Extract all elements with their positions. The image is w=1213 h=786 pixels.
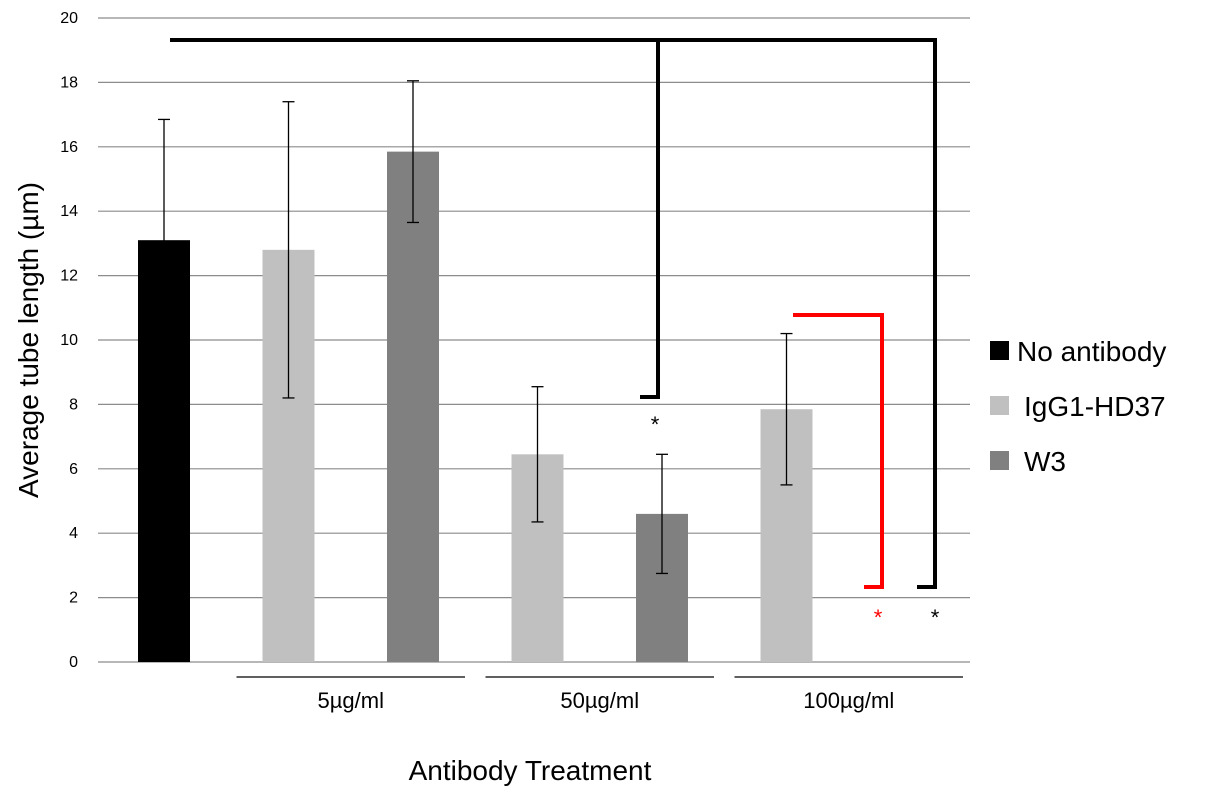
group-label: 50µg/ml: [560, 688, 639, 713]
legend-label: IgG1-HD37: [1024, 391, 1166, 422]
significance-brackets: * * *: [170, 38, 940, 630]
y-tick-label: 2: [69, 590, 78, 607]
y-tick-label: 12: [60, 268, 78, 285]
y-tick-label: 8: [69, 396, 78, 413]
y-tick-label: 20: [60, 10, 78, 27]
x-axis-title: Antibody Treatment: [409, 755, 652, 786]
group-label: 100µg/ml: [803, 688, 894, 713]
legend-label: W3: [1024, 446, 1066, 477]
bars: [138, 151, 813, 662]
group-label: 5µg/ml: [318, 688, 384, 713]
y-axis-tick-labels: 0 2 4 6 8 10 12 14 16 18 20: [60, 10, 78, 671]
significance-star: *: [874, 605, 883, 630]
legend-label: No antibody: [1017, 336, 1166, 367]
error-bars: [158, 80, 793, 575]
legend-swatch: [990, 451, 1009, 470]
y-tick-label: 6: [69, 461, 78, 478]
legend: No antibody IgG1-HD37 W3: [990, 336, 1166, 477]
y-tick-label: 0: [69, 654, 78, 671]
significance-bracket: [793, 313, 884, 589]
y-tick-label: 4: [69, 525, 78, 542]
group-labels: 5µg/ml 50µg/ml 100µg/ml: [236, 676, 963, 713]
gridlines: [98, 17, 970, 663]
legend-swatch: [990, 341, 1009, 360]
significance-bracket: [170, 38, 937, 589]
y-axis-title: Average tube length (µm): [13, 182, 44, 498]
bar: [387, 151, 439, 662]
y-tick-label: 18: [60, 74, 78, 91]
y-tick-label: 14: [60, 203, 78, 220]
significance-star: *: [651, 412, 660, 437]
y-tick-label: 16: [60, 139, 78, 156]
y-tick-label: 10: [60, 332, 78, 349]
legend-swatch: [990, 396, 1009, 415]
significance-star: *: [931, 605, 940, 630]
